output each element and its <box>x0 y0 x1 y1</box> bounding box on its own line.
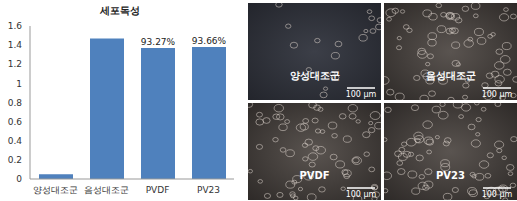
html-text:세포독성: 세포독성 <box>100 5 140 16</box>
svg-text:음성대조군: 음성대조군 <box>84 185 129 195</box>
svg-text:PVDF: PVDF <box>299 170 329 181</box>
svg-text:0.6: 0.6 <box>8 117 22 127</box>
svg-text:음성대조군: 음성대조군 <box>426 70 476 81</box>
svg-text:0.2: 0.2 <box>8 155 22 165</box>
svg-text:양성대조군: 양성대조군 <box>290 70 340 81</box>
svg-text:93.27%: 93.27% <box>141 37 176 47</box>
svg-text:0.8: 0.8 <box>8 98 22 108</box>
svg-text:1.2: 1.2 <box>8 59 22 69</box>
svg-text:1.6: 1.6 <box>8 21 22 31</box>
svg-text:100 μm: 100 μm <box>482 90 509 99</box>
svg-text:0: 0 <box>16 174 22 184</box>
svg-text:100 μm: 100 μm <box>482 190 509 199</box>
svg-text:PVDF: PVDF <box>146 185 170 195</box>
svg-text:1: 1 <box>16 79 22 89</box>
svg-text:PV23: PV23 <box>436 170 465 181</box>
svg-text:1.4: 1.4 <box>8 40 22 50</box>
svg-text:93.66%: 93.66% <box>192 36 227 46</box>
svg-text:100 μm: 100 μm <box>346 90 377 99</box>
svg-text:양성대조군: 양성대조군 <box>33 185 78 195</box>
svg-text:PV23: PV23 <box>197 185 220 195</box>
svg-text:0.4: 0.4 <box>8 136 22 146</box>
svg-text:100 μm: 100 μm <box>346 190 377 199</box>
